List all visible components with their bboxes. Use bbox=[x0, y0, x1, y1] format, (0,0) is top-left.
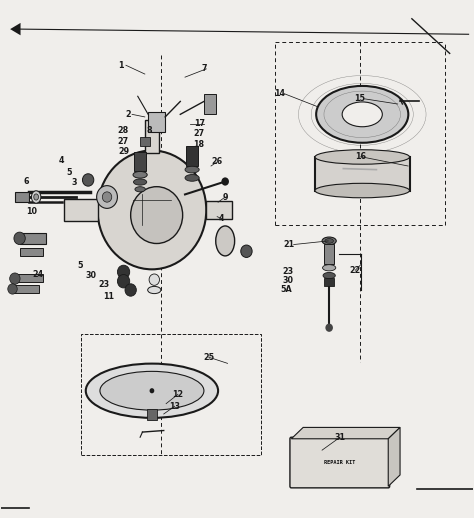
Bar bbox=[81, 334, 261, 455]
Bar bbox=[19, 233, 46, 243]
Ellipse shape bbox=[133, 171, 147, 178]
Text: 16: 16 bbox=[356, 152, 366, 161]
Circle shape bbox=[241, 245, 252, 257]
Text: 26: 26 bbox=[211, 157, 223, 166]
Text: 12: 12 bbox=[173, 390, 183, 399]
Circle shape bbox=[8, 284, 17, 294]
Ellipse shape bbox=[216, 226, 235, 256]
Text: 5A: 5A bbox=[281, 285, 292, 295]
Bar bbox=[145, 120, 159, 153]
Circle shape bbox=[118, 265, 130, 279]
Bar bbox=[315, 157, 410, 191]
Text: 9: 9 bbox=[222, 193, 228, 202]
Text: 29: 29 bbox=[118, 147, 129, 156]
Ellipse shape bbox=[135, 186, 146, 192]
Bar bbox=[140, 137, 150, 147]
Text: 31: 31 bbox=[335, 433, 346, 442]
Ellipse shape bbox=[185, 166, 199, 173]
Text: 8: 8 bbox=[147, 126, 152, 135]
Ellipse shape bbox=[325, 239, 333, 243]
Text: 6: 6 bbox=[24, 177, 29, 186]
FancyBboxPatch shape bbox=[290, 437, 390, 488]
Text: 30: 30 bbox=[86, 271, 97, 280]
Bar bbox=[64, 198, 98, 221]
Bar bbox=[186, 147, 198, 166]
Ellipse shape bbox=[185, 175, 199, 181]
Circle shape bbox=[97, 185, 118, 208]
Text: 4: 4 bbox=[219, 214, 225, 223]
Text: 23: 23 bbox=[283, 267, 293, 277]
Ellipse shape bbox=[86, 364, 218, 418]
Text: 14: 14 bbox=[274, 89, 285, 98]
Text: 22: 22 bbox=[349, 266, 361, 275]
Circle shape bbox=[82, 174, 94, 186]
Text: 18: 18 bbox=[193, 140, 205, 149]
Bar bbox=[204, 94, 216, 114]
Text: 7: 7 bbox=[201, 64, 207, 74]
Bar bbox=[206, 200, 232, 219]
Ellipse shape bbox=[322, 265, 336, 271]
Bar bbox=[324, 243, 334, 264]
Text: 28: 28 bbox=[117, 126, 128, 135]
Bar bbox=[324, 278, 334, 286]
Circle shape bbox=[14, 232, 25, 244]
Text: 11: 11 bbox=[103, 292, 114, 300]
Text: 15: 15 bbox=[355, 94, 365, 104]
Text: 27: 27 bbox=[117, 137, 128, 146]
Bar bbox=[12, 285, 38, 293]
Text: 3: 3 bbox=[71, 178, 77, 187]
Text: 5: 5 bbox=[77, 261, 83, 270]
Text: 10: 10 bbox=[26, 207, 37, 216]
Text: 4: 4 bbox=[58, 156, 64, 165]
Text: 30: 30 bbox=[283, 276, 293, 285]
Bar bbox=[15, 192, 29, 202]
Text: 27: 27 bbox=[193, 130, 205, 138]
Circle shape bbox=[9, 273, 20, 284]
Circle shape bbox=[125, 284, 137, 296]
Ellipse shape bbox=[134, 179, 147, 185]
Text: 13: 13 bbox=[169, 402, 180, 411]
Bar bbox=[148, 112, 165, 133]
Circle shape bbox=[150, 388, 155, 393]
Polygon shape bbox=[10, 23, 20, 35]
Text: 25: 25 bbox=[203, 353, 214, 362]
Ellipse shape bbox=[322, 237, 336, 245]
Polygon shape bbox=[388, 427, 400, 486]
Text: REPAIR KIT: REPAIR KIT bbox=[324, 460, 356, 465]
Bar bbox=[135, 152, 146, 171]
Circle shape bbox=[118, 275, 130, 288]
Text: 17: 17 bbox=[194, 119, 205, 128]
Text: 24: 24 bbox=[32, 270, 43, 279]
Ellipse shape bbox=[34, 194, 38, 200]
Circle shape bbox=[102, 192, 112, 202]
Ellipse shape bbox=[148, 286, 161, 294]
Text: 23: 23 bbox=[98, 280, 109, 290]
Polygon shape bbox=[292, 427, 400, 439]
Circle shape bbox=[325, 324, 333, 332]
Text: 21: 21 bbox=[283, 240, 294, 249]
Bar bbox=[19, 248, 43, 256]
Bar bbox=[147, 409, 156, 420]
Text: 5: 5 bbox=[66, 168, 72, 177]
Ellipse shape bbox=[342, 102, 383, 127]
Circle shape bbox=[149, 274, 159, 285]
Circle shape bbox=[98, 151, 206, 269]
Ellipse shape bbox=[31, 191, 41, 203]
Text: 1: 1 bbox=[118, 61, 124, 70]
Ellipse shape bbox=[315, 183, 410, 198]
Circle shape bbox=[131, 186, 182, 243]
Ellipse shape bbox=[100, 371, 204, 410]
Ellipse shape bbox=[316, 86, 408, 143]
Bar bbox=[15, 275, 43, 282]
Text: 2: 2 bbox=[126, 110, 131, 119]
Ellipse shape bbox=[315, 150, 410, 164]
Ellipse shape bbox=[323, 272, 335, 279]
Circle shape bbox=[221, 177, 229, 185]
